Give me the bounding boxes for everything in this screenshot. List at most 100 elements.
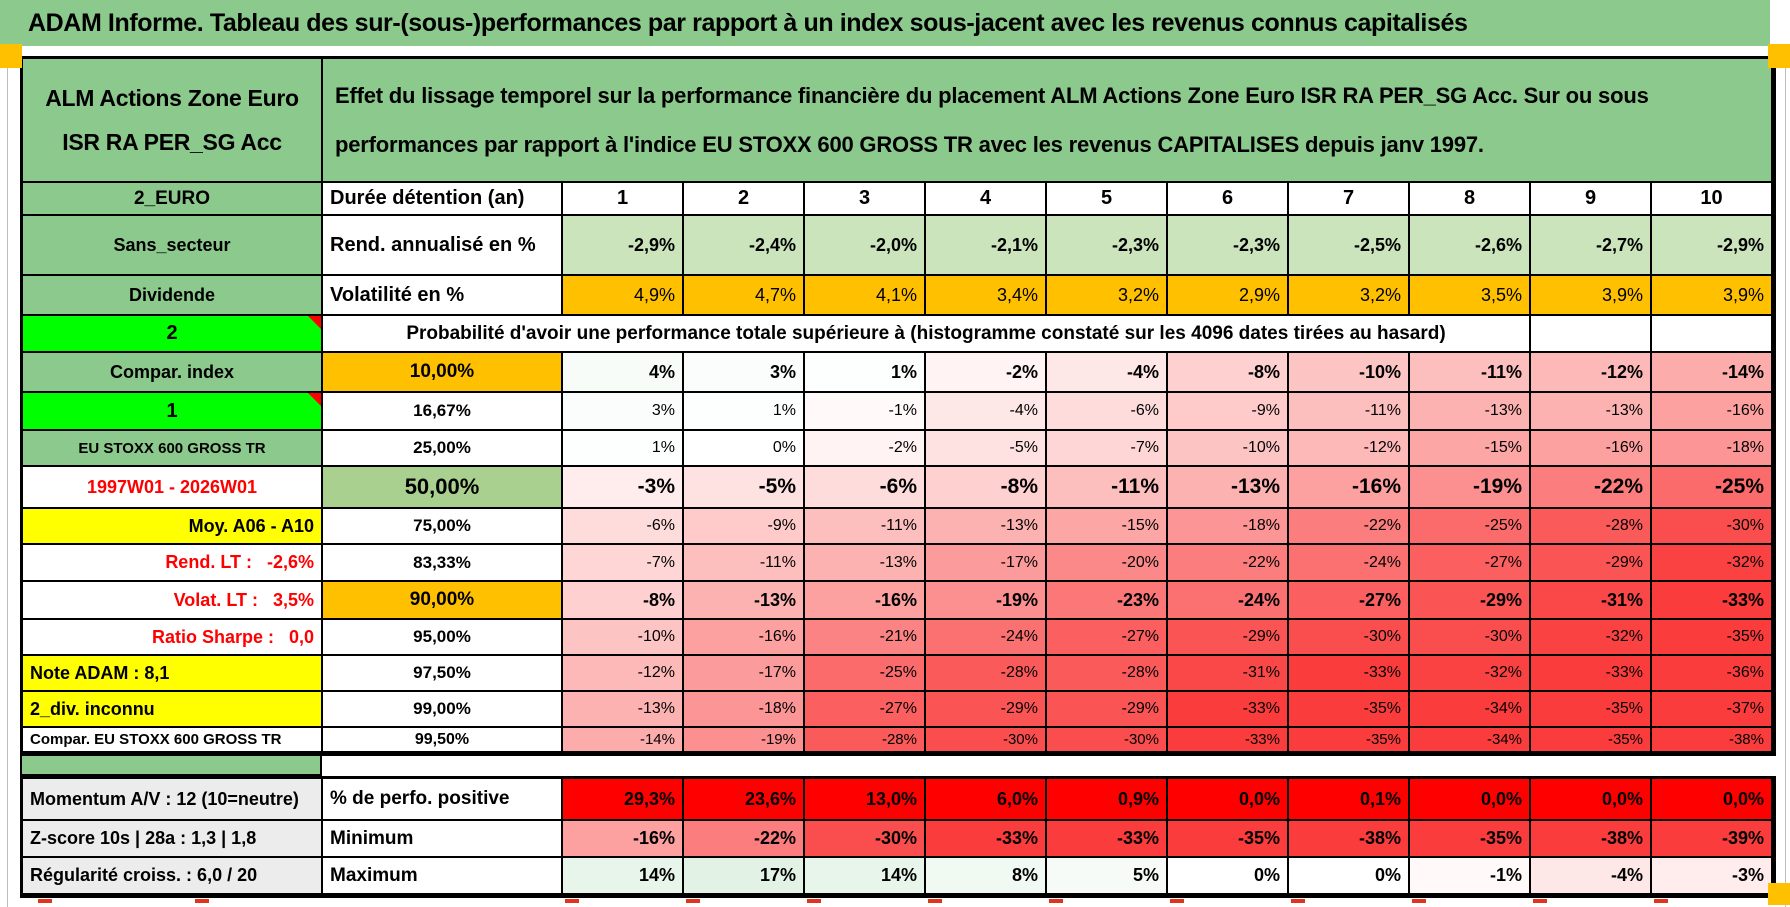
percentile-cell[interactable]: 95,00%	[323, 620, 563, 656]
data-cell[interactable]: -33%	[926, 821, 1047, 858]
duration-header-cell[interactable]: Durée détention (an)	[323, 183, 563, 216]
report-title-bar[interactable]: ADAM Informe. Tableau des sur-(sous-)per…	[0, 0, 1770, 46]
data-cell[interactable]: -16%	[1531, 431, 1652, 467]
data-cell[interactable]: -11%	[1410, 353, 1531, 393]
data-cell[interactable]: 4,7%	[684, 276, 805, 316]
data-cell[interactable]: -31%	[1168, 656, 1289, 692]
data-cell[interactable]: -2,3%	[1047, 216, 1168, 276]
data-cell[interactable]: -6%	[805, 467, 926, 509]
separator-cell[interactable]	[20, 756, 322, 776]
data-cell[interactable]: -2%	[805, 431, 926, 467]
percentile-cell[interactable]: 16,67%	[323, 393, 563, 431]
year-header-cell[interactable]: 8	[1410, 183, 1531, 216]
data-cell[interactable]: -33%	[1289, 656, 1410, 692]
data-cell[interactable]: -1%	[805, 393, 926, 431]
data-cell[interactable]: -38%	[1652, 728, 1773, 753]
row-metric-cell[interactable]: Volatilité en %	[323, 276, 563, 316]
data-cell[interactable]: -11%	[1047, 467, 1168, 509]
data-cell[interactable]: -5%	[926, 431, 1047, 467]
data-cell[interactable]: 8%	[926, 858, 1047, 895]
data-cell[interactable]: -19%	[684, 728, 805, 753]
data-cell[interactable]: 3%	[684, 353, 805, 393]
data-cell[interactable]: 3,9%	[1531, 276, 1652, 316]
data-cell[interactable]: 23,6%	[684, 779, 805, 821]
data-cell[interactable]: 29,3%	[563, 779, 684, 821]
row-label-cell[interactable]: Dividende	[23, 276, 323, 316]
data-cell[interactable]: -18%	[1652, 431, 1773, 467]
data-cell[interactable]: -35%	[1652, 620, 1773, 656]
row-label-cell[interactable]: Compar. index	[23, 353, 323, 393]
data-cell[interactable]: -36%	[1652, 656, 1773, 692]
data-cell[interactable]: 0%	[1168, 858, 1289, 895]
data-cell[interactable]: -33%	[1047, 821, 1168, 858]
percentile-cell[interactable]: 83,33%	[323, 545, 563, 582]
probability-banner-cell[interactable]: Probabilité d'avoir une performance tota…	[323, 316, 1531, 353]
data-cell[interactable]: -22%	[1531, 467, 1652, 509]
data-cell[interactable]: -33%	[1168, 692, 1289, 728]
data-cell[interactable]: -28%	[1047, 656, 1168, 692]
data-cell[interactable]: 0,0%	[1410, 779, 1531, 821]
data-cell[interactable]: -4%	[926, 393, 1047, 431]
data-cell[interactable]: -28%	[805, 728, 926, 753]
empty-cell[interactable]	[1652, 316, 1773, 353]
data-cell[interactable]: -14%	[563, 728, 684, 753]
data-cell[interactable]: 1%	[563, 431, 684, 467]
data-cell[interactable]: 0,0%	[1652, 779, 1773, 821]
data-cell[interactable]: -30%	[1289, 620, 1410, 656]
data-cell[interactable]: -2,5%	[1289, 216, 1410, 276]
data-cell[interactable]: 3,2%	[1047, 276, 1168, 316]
data-cell[interactable]: -6%	[563, 509, 684, 545]
data-cell[interactable]: -15%	[1047, 509, 1168, 545]
percentile-cell[interactable]: 10,00%	[323, 353, 563, 393]
percentile-cell[interactable]: 90,00%	[323, 582, 563, 620]
data-cell[interactable]: -30%	[926, 728, 1047, 753]
data-cell[interactable]: -35%	[1289, 728, 1410, 753]
data-cell[interactable]: -25%	[805, 656, 926, 692]
row-label-cell[interactable]: Sans_secteur	[23, 216, 323, 276]
data-cell[interactable]: -17%	[926, 545, 1047, 582]
data-cell[interactable]: -29%	[926, 692, 1047, 728]
data-cell[interactable]: -24%	[1289, 545, 1410, 582]
data-cell[interactable]: -11%	[1289, 393, 1410, 431]
data-cell[interactable]: -35%	[1168, 821, 1289, 858]
empty-cell[interactable]	[1531, 316, 1652, 353]
data-cell[interactable]: 3%	[563, 393, 684, 431]
fund-name-cell[interactable]: ALM Actions Zone Euro ISR RA PER_SG Acc	[23, 59, 323, 183]
row-label-cell[interactable]: Note ADAM : 8,1	[23, 656, 323, 692]
data-cell[interactable]: 13,0%	[805, 779, 926, 821]
data-cell[interactable]: -16%	[563, 821, 684, 858]
data-cell[interactable]: -2,6%	[1410, 216, 1531, 276]
data-cell[interactable]: -21%	[805, 620, 926, 656]
data-cell[interactable]: -2,1%	[926, 216, 1047, 276]
data-cell[interactable]: -34%	[1410, 728, 1531, 753]
data-cell[interactable]: -39%	[1652, 821, 1773, 858]
data-cell[interactable]: -23%	[1047, 582, 1168, 620]
data-cell[interactable]: -3%	[1652, 858, 1773, 895]
data-cell[interactable]: -2,4%	[684, 216, 805, 276]
data-cell[interactable]: 0,0%	[1531, 779, 1652, 821]
data-cell[interactable]: -32%	[1652, 545, 1773, 582]
data-cell[interactable]: -34%	[1410, 692, 1531, 728]
data-cell[interactable]: -11%	[684, 545, 805, 582]
data-cell[interactable]: -19%	[1410, 467, 1531, 509]
data-cell[interactable]: -25%	[1652, 467, 1773, 509]
data-cell[interactable]: 14%	[805, 858, 926, 895]
row-label-cell[interactable]: 1	[23, 393, 323, 431]
data-cell[interactable]: -4%	[1531, 858, 1652, 895]
data-cell[interactable]: -13%	[563, 692, 684, 728]
year-header-cell[interactable]: 9	[1531, 183, 1652, 216]
data-cell[interactable]: -35%	[1531, 692, 1652, 728]
data-cell[interactable]: -30%	[1652, 509, 1773, 545]
data-cell[interactable]: -38%	[1289, 821, 1410, 858]
data-cell[interactable]: 0,9%	[1047, 779, 1168, 821]
data-cell[interactable]: -8%	[563, 582, 684, 620]
data-cell[interactable]: -35%	[1410, 821, 1531, 858]
data-cell[interactable]: 3,4%	[926, 276, 1047, 316]
row-label-cell[interactable]: 2_div. inconnu	[23, 692, 323, 728]
data-cell[interactable]: -30%	[805, 821, 926, 858]
data-cell[interactable]: -15%	[1410, 431, 1531, 467]
row-label-cell[interactable]: 2	[23, 316, 323, 353]
data-cell[interactable]: 3,9%	[1652, 276, 1773, 316]
data-cell[interactable]: -27%	[1410, 545, 1531, 582]
percentile-cell[interactable]: 75,00%	[323, 509, 563, 545]
